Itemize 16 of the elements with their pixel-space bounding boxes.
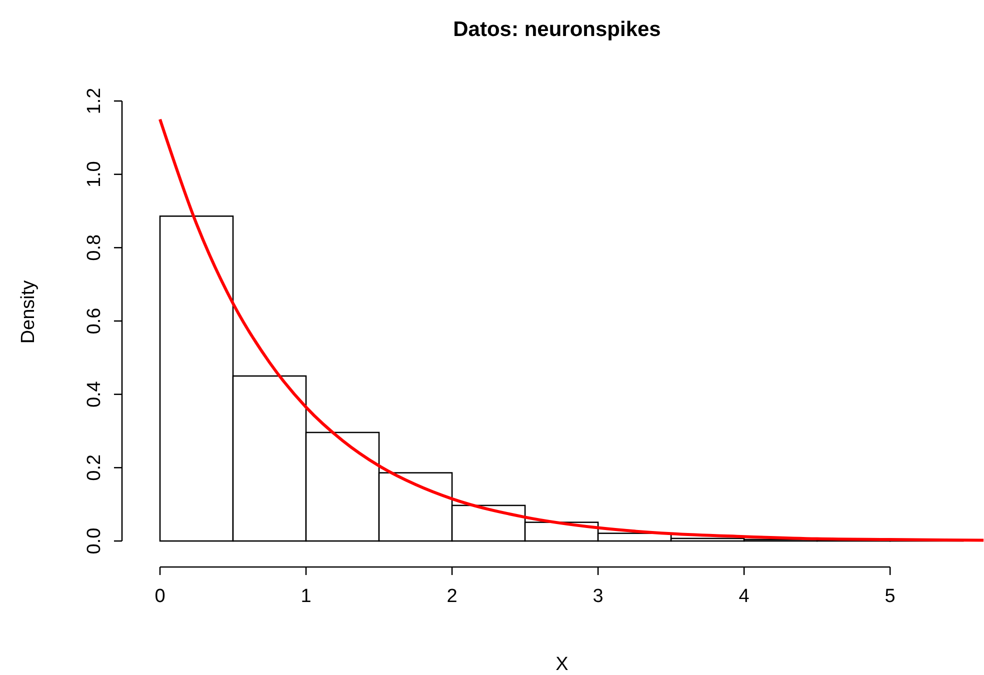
x-tick-label: 1: [300, 586, 312, 607]
y-axis-title: Density: [18, 280, 39, 344]
x-tick-label: 3: [592, 586, 604, 607]
y-tick-label: 0.8: [84, 234, 105, 261]
x-tick-label: 4: [738, 586, 750, 607]
x-axis-title: X: [556, 654, 569, 675]
y-tick-label: 1.2: [84, 88, 105, 114]
x-tick-label: 0: [154, 586, 166, 607]
y-tick-label: 0.4: [84, 380, 105, 408]
x-tick-label: 5: [884, 586, 896, 607]
y-tick-label: 0.2: [84, 454, 105, 481]
y-tick-label: 1.0: [84, 161, 105, 188]
y-tick-label: 0.6: [84, 308, 105, 334]
y-tick-label: 0.0: [84, 528, 105, 554]
x-tick-label: 2: [446, 586, 458, 607]
chart-title: Datos: neuronspikes: [453, 18, 661, 41]
